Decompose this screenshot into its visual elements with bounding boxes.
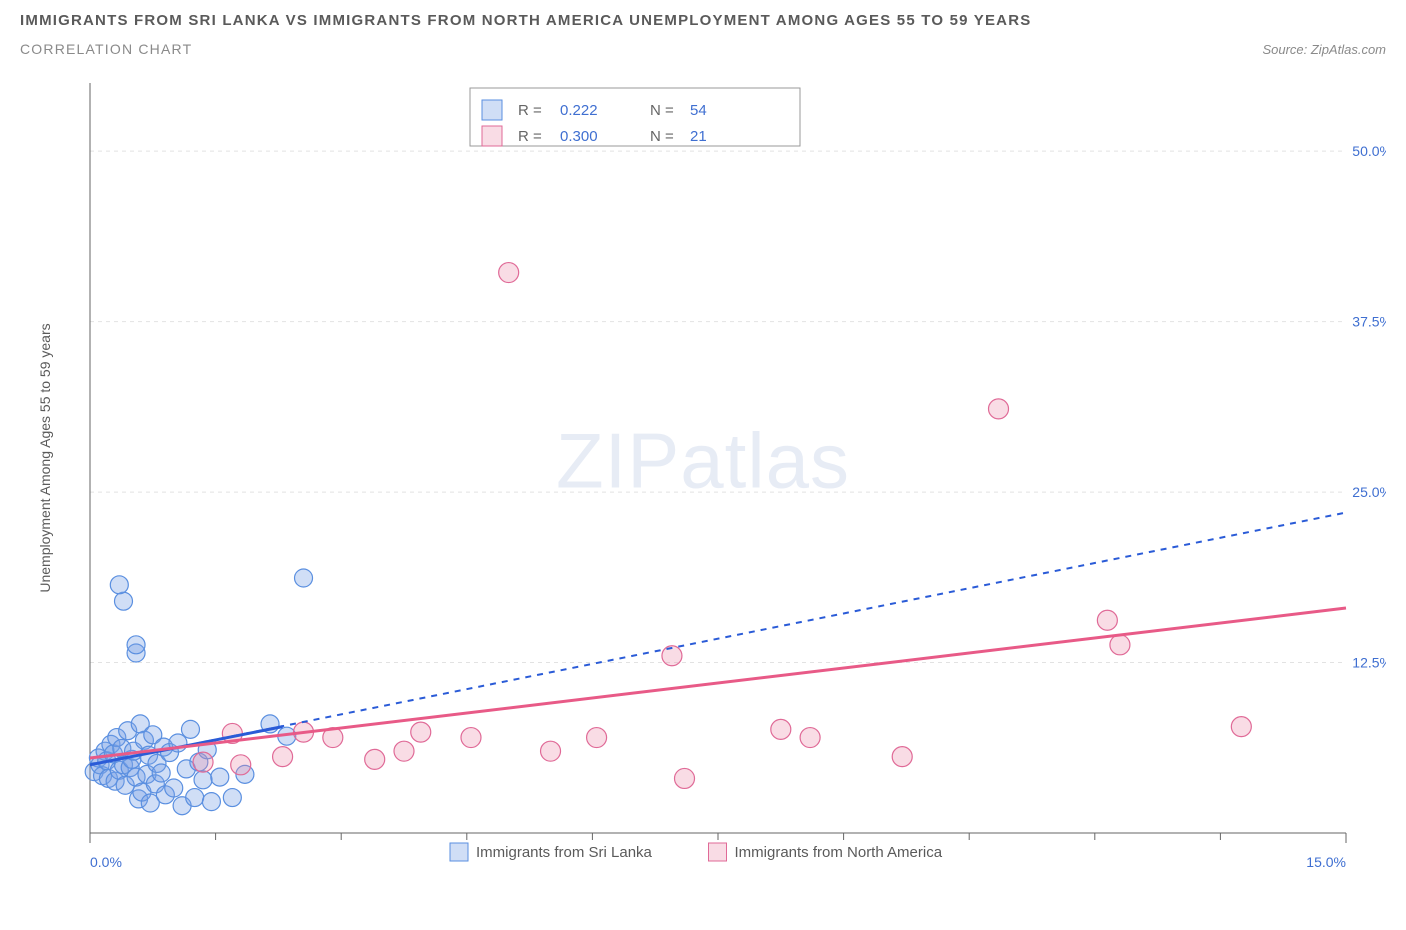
svg-text:0.0%: 0.0% <box>90 854 122 870</box>
svg-text:N =: N = <box>650 102 674 119</box>
svg-text:54: 54 <box>690 102 707 119</box>
svg-text:R =: R = <box>518 102 542 119</box>
svg-text:Immigrants from Sri Lanka: Immigrants from Sri Lanka <box>476 844 653 861</box>
svg-text:21: 21 <box>690 128 707 145</box>
svg-text:0.222: 0.222 <box>560 102 598 119</box>
svg-text:37.5%: 37.5% <box>1352 314 1386 330</box>
chart-header: IMMIGRANTS FROM SRI LANKA VS IMMIGRANTS … <box>20 12 1386 57</box>
svg-text:25.0%: 25.0% <box>1352 484 1386 500</box>
svg-text:Immigrants from North America: Immigrants from North America <box>735 844 943 861</box>
svg-text:15.0%: 15.0% <box>1306 854 1346 870</box>
source-label: Source: ZipAtlas.com <box>1262 42 1386 57</box>
chart-title: IMMIGRANTS FROM SRI LANKA VS IMMIGRANTS … <box>20 12 1386 29</box>
svg-text:12.5%: 12.5% <box>1352 655 1386 671</box>
svg-text:Unemployment Among Ages 55 to: Unemployment Among Ages 55 to 59 years <box>37 323 53 592</box>
svg-text:R =: R = <box>518 128 542 145</box>
chart-subtitle: CORRELATION CHART <box>20 41 192 57</box>
correlation-scatter-chart: 0.0% 15.0% 12.5% 25.0% 37.5% 50.0% Unemploymen… <box>20 63 1386 893</box>
svg-text:50.0%: 50.0% <box>1352 143 1386 159</box>
svg-text:N =: N = <box>650 128 674 145</box>
chart-container: 0.0% 15.0% 12.5% 25.0% 37.5% 50.0% Unemploymen… <box>20 63 1386 893</box>
svg-text:0.300: 0.300 <box>560 128 598 145</box>
